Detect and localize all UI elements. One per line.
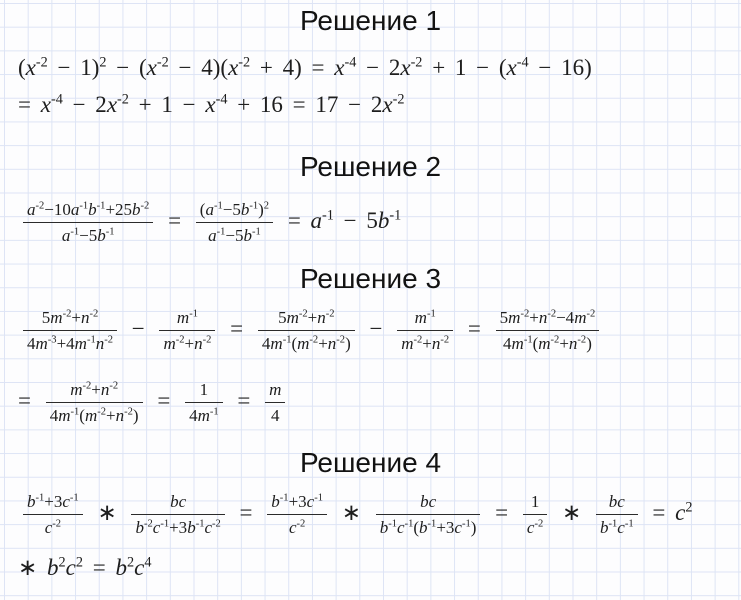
math-line: ∗ b2c2 = b2c4 xyxy=(18,553,152,580)
fraction-denominator: c-2 xyxy=(44,518,62,538)
fraction: b-1+3c-1 c-2 xyxy=(267,491,327,539)
math-line: 5m-2+n-2 4m-3+4m-1n-2 − m-1 m-2+n-2 = 5m-2… xyxy=(0,304,741,358)
fraction-denominator: b-1c-1(b-1+3c-1) xyxy=(379,518,477,538)
fraction: 1 4m-1 xyxy=(185,379,223,427)
fraction-numerator: b-1+3c-1 xyxy=(23,491,83,516)
fraction: a-2−10a-1b-1+25b-2 a-1−5b-1 xyxy=(23,199,154,247)
fraction-numerator: 5m-2+n-2 xyxy=(23,307,117,332)
fraction-numerator: 1 xyxy=(522,491,548,516)
fraction-denominator: 4m-3+4m-1n-2 xyxy=(27,334,113,354)
fraction-denominator: c-2 xyxy=(526,518,544,538)
math-line: = x-4 − 2x-2 + 1 − x-4 + 16 = 17 − 2x-2 xyxy=(18,91,405,117)
fraction-denominator: 4m-1(m-2+n-2) xyxy=(261,334,351,354)
fraction: 5m-2+n-2 4m-3+4m-1n-2 xyxy=(23,307,117,355)
fraction-numerator: 5m-2+n-2−4m-2 xyxy=(495,307,600,332)
fraction-numerator: bc xyxy=(596,491,638,516)
fraction-numerator: m-2+n-2 xyxy=(45,379,143,403)
fraction-numerator: m-1 xyxy=(159,307,216,332)
fraction: b-1+3c-1 c-2 xyxy=(23,491,83,539)
section-title: Решение 4 xyxy=(299,447,442,478)
solution-section-3: Решение 3 5m-2+n-2 4m-3+4m-1n-2 − m-1 m-2+… xyxy=(0,262,741,429)
math-line: (x-2 − 1)2 − (x-2 − 4)(x-2 + 4) = x-4 − … xyxy=(18,54,592,80)
fraction: bc b-1c-1 xyxy=(596,491,638,539)
fraction: 5m-2+n-2−4m-2 4m-1(m-2+n-2) xyxy=(495,307,600,355)
fraction: m-1 m-2+n-2 xyxy=(397,307,454,355)
fraction-numerator: 5m-2+n-2 xyxy=(257,307,355,332)
fraction-denominator: m-2+n-2 xyxy=(401,334,450,354)
fraction: bc b-2c-1+3b-1c-2 xyxy=(131,491,225,539)
math-line: a-2−10a-1b-1+25b-2 a-1−5b-1 = (a-1−5b-1)2… xyxy=(0,196,741,250)
fraction-denominator: 4 xyxy=(271,405,280,425)
section-title: Решение 1 xyxy=(299,5,442,36)
fraction: 5m-2+n-2 4m-1(m-2+n-2) xyxy=(257,307,355,355)
fraction-numerator: bc xyxy=(131,491,225,516)
fraction-numerator: m xyxy=(265,379,286,403)
fraction-numerator: b-1+3c-1 xyxy=(267,491,327,516)
fraction-denominator: a-1−5b-1 xyxy=(61,226,115,246)
solution-section-4: Решение 4 b-1+3c-1 c-2 ∗ bc b-2c-1+3b-1c-2… xyxy=(0,446,741,582)
fraction-numerator: bc xyxy=(375,491,481,516)
fraction-denominator: a-1−5b-1 xyxy=(208,226,261,246)
fraction: (a-1−5b-1)2 a-1−5b-1 xyxy=(195,199,274,247)
fraction-numerator: a-2−10a-1b-1+25b-2 xyxy=(23,199,154,224)
fraction-numerator: (a-1−5b-1)2 xyxy=(195,199,274,224)
section-title: Решение 3 xyxy=(299,263,442,294)
fraction-denominator: b-2c-1+3b-1c-2 xyxy=(135,518,221,538)
fraction-denominator: b-1c-1 xyxy=(600,518,634,538)
solution-section-2: Решение 2 a-2−10a-1b-1+25b-2 a-1−5b-1 = (… xyxy=(0,150,741,250)
fraction: m-1 m-2+n-2 xyxy=(159,307,216,355)
fraction-numerator: 1 xyxy=(185,379,223,403)
fraction-denominator: 4m-1 xyxy=(189,405,219,425)
fraction-denominator: 4m-1(m-2+n-2) xyxy=(503,334,592,354)
fraction-denominator: c-2 xyxy=(288,518,306,538)
fraction-numerator: m-1 xyxy=(397,307,454,332)
fraction-denominator: m-2+n-2 xyxy=(163,334,212,354)
fraction-denominator: 4m-1(m-2+n-2) xyxy=(49,405,139,425)
fraction: bc b-1c-1(b-1+3c-1) xyxy=(375,491,481,539)
fraction: m-2+n-2 4m-1(m-2+n-2) xyxy=(45,379,143,427)
math-line: b-1+3c-1 c-2 ∗ bc b-2c-1+3b-1c-2 = b-1+3c-… xyxy=(0,488,741,542)
solution-section-1: Решение 1 (x-2 − 1)2 − (x-2 − 4)(x-2 + 4… xyxy=(0,4,741,120)
section-title: Решение 2 xyxy=(299,151,442,182)
fraction: 1 c-2 xyxy=(522,491,548,539)
